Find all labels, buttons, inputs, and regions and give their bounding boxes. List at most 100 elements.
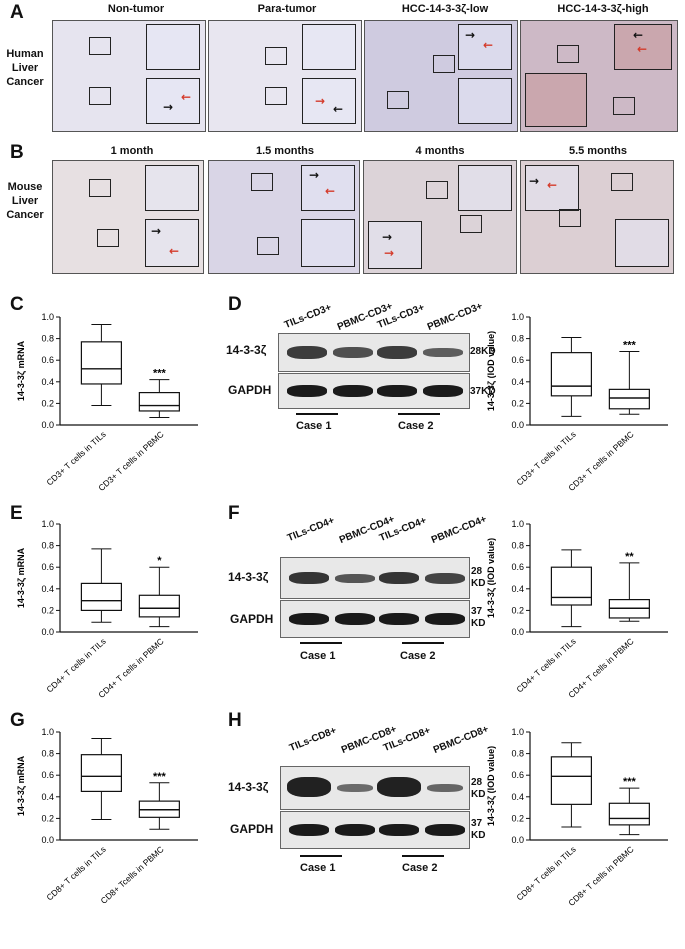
zoom-inset — [525, 73, 587, 127]
boxplot-d: 0.0 0.2 0.4 0.6 0.8 1.0 14-3-3ζ (IOD value) CD3… — [486, 312, 668, 493]
y-tick-label: 0.4 — [511, 584, 524, 594]
x-tick-label: CD3+ T cells in TILs — [514, 429, 577, 487]
zoom-inset — [146, 24, 200, 70]
black-arrow-icon: → — [309, 168, 320, 182]
panel-label-c: C — [10, 294, 24, 315]
zoom-inset — [458, 78, 512, 124]
y-tick-label: 0.2 — [41, 605, 54, 615]
y-tick-label: 0.0 — [41, 627, 54, 637]
region-box — [559, 209, 581, 227]
significance-marker: *** — [623, 340, 637, 352]
y-tick-label: 0.6 — [511, 355, 524, 365]
mw-label: 28KD — [470, 346, 496, 357]
y-tick-label: 1.0 — [41, 312, 54, 322]
case-label: Case 2 — [402, 862, 438, 874]
lane-label: TILs-CD4+ — [285, 515, 337, 544]
region-box — [257, 237, 279, 255]
zoom-inset — [614, 24, 672, 70]
region-box — [89, 179, 111, 197]
y-axis-label: 14-3-3ζ (IOD value) — [486, 331, 496, 411]
y-tick-label: 1.0 — [511, 727, 524, 737]
blot-band — [379, 824, 419, 836]
blot-band — [379, 572, 419, 584]
black-arrow-icon: → — [382, 230, 393, 244]
y-tick-label: 0.6 — [41, 355, 54, 365]
significance-marker: *** — [153, 771, 167, 783]
y-tick-label: 0.2 — [41, 398, 54, 408]
case-label: Case 2 — [400, 650, 436, 662]
y-axis-label: 14-3-3ζ mRNA — [16, 755, 26, 816]
blot-band — [337, 784, 373, 792]
zoom-inset — [146, 78, 200, 124]
y-tick-label: 0.8 — [41, 749, 54, 759]
y-tick-label: 0.2 — [511, 398, 524, 408]
western-blot-gapdh — [280, 600, 470, 638]
y-axis-label: 14-3-3ζ mRNA — [16, 547, 26, 608]
case-underline — [402, 642, 444, 644]
x-tick-label: CD8+ T cells in TILs — [514, 844, 577, 902]
western-blot-14-3-3z — [280, 557, 470, 599]
case-underline — [402, 855, 444, 857]
significance-marker: * — [157, 555, 162, 567]
y-tick-label: 0.4 — [41, 377, 54, 387]
significance-marker: ** — [625, 551, 634, 563]
case-underline — [300, 855, 342, 857]
panel-label-e: E — [10, 503, 23, 524]
column-title-hcc-high: HCC-14-3-3ζ-high — [557, 3, 649, 15]
region-box — [251, 173, 273, 191]
column-title-4-months: 4 months — [415, 145, 465, 157]
x-tick-label: CD8+ T cells in PBMC — [566, 844, 635, 908]
zoom-inset — [301, 219, 355, 267]
y-tick-label: 0.6 — [511, 770, 524, 780]
blot-band — [335, 824, 375, 836]
column-title-1-month: 1 month — [110, 145, 154, 157]
box — [608, 388, 650, 410]
panel-label-b: B — [10, 142, 24, 163]
case-underline — [300, 642, 342, 644]
black-arrow-icon: → — [465, 28, 476, 42]
blot-band — [423, 385, 463, 397]
western-blot-14-3-3z — [280, 766, 470, 810]
y-tick-label: 0.6 — [511, 562, 524, 572]
lane-label: PBMC-CD3+ — [425, 300, 485, 333]
region-box — [460, 215, 482, 233]
blot-band — [335, 574, 375, 583]
red-arrow-icon: ← — [169, 244, 180, 258]
case-underline — [398, 413, 440, 415]
zoom-inset — [145, 219, 199, 267]
boxplot-f: 0.0 0.2 0.4 0.6 0.8 1.0 14-3-3ζ (IOD value) CD4… — [486, 519, 668, 700]
column-title-5-5-months: 5.5 months — [568, 145, 628, 157]
mw-label: 37KD — [470, 386, 496, 397]
case-label: Case 1 — [300, 862, 336, 874]
x-tick-label: CD8+ T cells in TILs — [44, 844, 107, 902]
region-box — [433, 55, 455, 73]
blot-band — [377, 777, 421, 797]
black-arrow-icon: ← — [633, 28, 644, 42]
region-box — [97, 229, 119, 247]
y-tick-label: 0.8 — [511, 749, 524, 759]
column-title-non-tumor: Non-tumor — [107, 3, 165, 15]
boxplot-h: 0.0 0.2 0.4 0.6 0.8 1.0 14-3-3ζ (IOD value) CD8… — [486, 727, 668, 908]
box — [80, 582, 123, 612]
blot-band — [289, 572, 329, 584]
y-axis-label: 14-3-3ζ mRNA — [16, 340, 26, 401]
panel-label-d: D — [228, 294, 242, 315]
blot-band — [287, 385, 327, 397]
zoom-inset — [458, 24, 512, 70]
y-tick-label: 1.0 — [511, 519, 524, 529]
lane-label: TILs-CD3+ — [282, 302, 334, 331]
histology-mouse-5-5-months: → ← — [520, 160, 674, 274]
case-label: Case 2 — [398, 420, 434, 432]
case-label: Case 1 — [296, 420, 332, 432]
blot-label-gapdh: GAPDH — [230, 612, 274, 626]
black-arrow-icon: ← — [333, 102, 344, 116]
histology-human-hcc-high: ← ← — [520, 20, 678, 132]
red-arrow-icon: ← — [181, 90, 192, 104]
y-tick-label: 0.2 — [511, 605, 524, 615]
blot-band — [333, 347, 373, 358]
region-box — [387, 91, 409, 109]
panel-label-h: H — [228, 710, 242, 731]
